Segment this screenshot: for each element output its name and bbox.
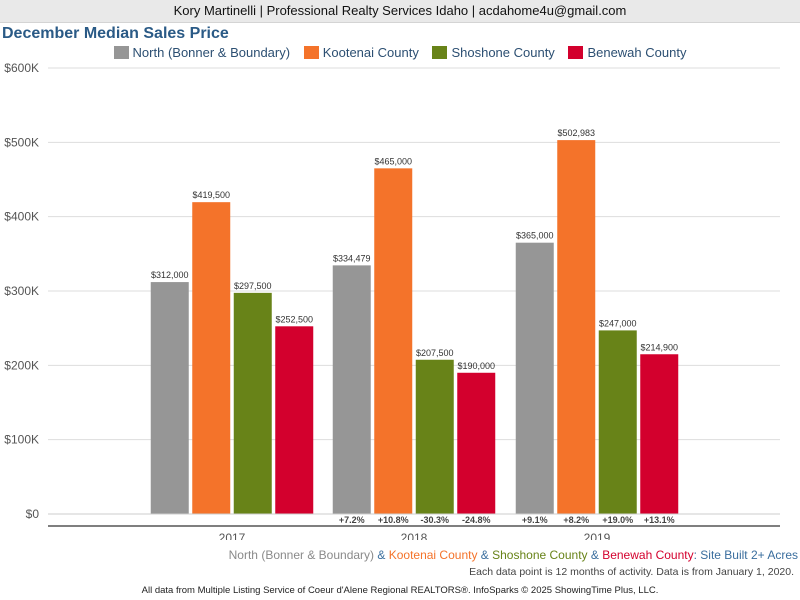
change-label: +7.2% — [339, 515, 365, 525]
change-label: -24.8% — [462, 515, 491, 525]
y-tick-label: $600K — [4, 61, 39, 75]
data-label: $365,000 — [516, 231, 554, 241]
bar — [332, 265, 371, 514]
change-label: +19.0% — [602, 515, 633, 525]
data-label: $207,500 — [416, 348, 454, 358]
bar — [415, 359, 454, 514]
change-label: +10.8% — [378, 515, 409, 525]
legend-item-benewah[interactable]: Benewah County — [568, 45, 686, 60]
data-label: $214,900 — [640, 342, 678, 352]
data-label: $502,983 — [557, 128, 595, 138]
legend-item-shoshone[interactable]: Shoshone County — [432, 45, 555, 60]
caption-tail: : Site Built 2+ Acres — [693, 548, 798, 562]
caption-shoshone: Shoshone County — [492, 548, 588, 562]
legend-label-north: North (Bonner & Boundary) — [132, 45, 291, 60]
data-label: $312,000 — [151, 270, 189, 280]
y-tick-label: $400K — [4, 210, 39, 224]
caption-sep-3: & — [587, 548, 603, 562]
legend-label-kootenai: Kootenai County — [322, 45, 419, 60]
data-label: $419,500 — [192, 190, 230, 200]
change-label: -30.3% — [420, 515, 449, 525]
data-label: $252,500 — [275, 314, 313, 324]
bar — [150, 282, 189, 514]
header-bar: Kory Martinelli | Professional Realty Se… — [0, 0, 800, 23]
footer-credit: All data from Multiple Listing Service o… — [141, 585, 659, 596]
data-label: $190,000 — [457, 361, 495, 371]
legend-label-benewah: Benewah County — [587, 45, 687, 60]
caption-benewah: Benewah County — [602, 548, 694, 562]
data-note: Each data point is 12 months of activity… — [469, 566, 794, 578]
change-label: +9.1% — [522, 515, 548, 525]
legend-swatch-benewah — [568, 46, 584, 59]
legend-swatch-kootenai — [303, 46, 319, 59]
bar — [640, 354, 679, 514]
x-tick-label: 2019 — [584, 531, 611, 540]
bar-chart: $0 $100K $200K $300K $400K $500K $600K $312,000… — [4, 61, 780, 540]
change-label: +8.2% — [563, 515, 589, 525]
header-text: Kory Martinelli | Professional Realty Se… — [173, 3, 627, 18]
legend-swatch-shoshone — [432, 46, 448, 59]
bar — [192, 202, 231, 514]
bar — [515, 242, 554, 514]
bar — [598, 330, 637, 514]
caption-north: North (Bonner & Boundary) — [228, 548, 375, 562]
bar — [275, 326, 314, 514]
data-label: $247,000 — [599, 318, 637, 328]
data-label: $297,500 — [234, 281, 272, 291]
caption-sep-2: & — [477, 548, 493, 562]
y-tick-label: $300K — [4, 284, 39, 298]
caption-kootenai: Kootenai County — [388, 548, 478, 562]
chart-caption: North (Bonner & Boundary) & Kootenai Cou… — [229, 548, 798, 562]
caption-sep-1: & — [374, 548, 389, 562]
legend-item-kootenai[interactable]: Kootenai County — [303, 45, 419, 60]
y-tick-label: $0 — [26, 507, 40, 521]
x-tick-label: 2017 — [219, 531, 246, 540]
bar — [233, 292, 272, 514]
bar — [557, 140, 596, 514]
bar — [374, 168, 413, 514]
bar — [457, 372, 496, 514]
legend-label-shoshone: Shoshone County — [451, 45, 555, 60]
legend-swatch-north — [113, 46, 129, 59]
data-label: $465,000 — [374, 156, 412, 166]
y-tick-label: $200K — [4, 358, 39, 372]
y-tick-label: $500K — [4, 135, 39, 149]
chart-title: December Median Sales Price — [2, 25, 229, 42]
x-tick-label: 2018 — [401, 531, 428, 540]
y-tick-label: $100K — [4, 433, 39, 447]
legend-item-north[interactable]: North (Bonner & Boundary) — [113, 45, 291, 60]
change-label: +13.1% — [644, 515, 675, 525]
data-label: $334,479 — [333, 253, 371, 263]
legend: North (Bonner & Boundary) Kootenai Count… — [0, 45, 800, 60]
